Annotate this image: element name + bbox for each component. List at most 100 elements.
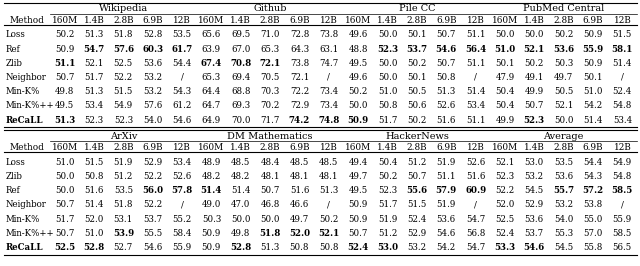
Text: 67.4: 67.4 xyxy=(201,59,222,68)
Text: 49.7: 49.7 xyxy=(349,172,368,181)
Text: 51.7: 51.7 xyxy=(84,73,104,82)
Text: 49.5: 49.5 xyxy=(349,59,368,68)
Text: 53.4: 53.4 xyxy=(466,101,485,110)
Text: /: / xyxy=(621,200,624,209)
Text: 52.3: 52.3 xyxy=(377,44,398,53)
Text: 51.6: 51.6 xyxy=(436,115,456,124)
Text: 1.4B: 1.4B xyxy=(230,143,251,152)
Text: 52.0: 52.0 xyxy=(84,214,104,223)
Text: 48.5: 48.5 xyxy=(290,158,309,167)
Text: 51.2: 51.2 xyxy=(378,229,397,238)
Text: 51.3: 51.3 xyxy=(319,186,339,195)
Text: 52.7: 52.7 xyxy=(114,243,133,252)
Text: 51.3: 51.3 xyxy=(84,30,104,39)
Text: 53.7: 53.7 xyxy=(525,229,544,238)
Text: 12B: 12B xyxy=(467,16,484,25)
Text: Loss: Loss xyxy=(6,158,26,167)
Text: ReCaLL: ReCaLL xyxy=(6,115,44,124)
Text: 51.9: 51.9 xyxy=(378,214,397,223)
Text: 50.6: 50.6 xyxy=(407,101,427,110)
Text: 50.0: 50.0 xyxy=(55,186,74,195)
Text: 53.1: 53.1 xyxy=(114,214,133,223)
Text: 55.8: 55.8 xyxy=(583,243,603,252)
Text: 50.8: 50.8 xyxy=(378,101,397,110)
Text: 52.0: 52.0 xyxy=(289,229,310,238)
Text: 54.8: 54.8 xyxy=(612,101,632,110)
Text: 48.2: 48.2 xyxy=(202,172,221,181)
Text: 52.3: 52.3 xyxy=(84,115,104,124)
Text: 50.1: 50.1 xyxy=(583,73,603,82)
Text: 49.4: 49.4 xyxy=(349,158,368,167)
Text: /: / xyxy=(474,200,477,209)
Text: /: / xyxy=(621,73,624,82)
Text: 50.2: 50.2 xyxy=(407,59,427,68)
Text: 49.9: 49.9 xyxy=(525,87,544,96)
Text: /: / xyxy=(474,73,477,82)
Text: 50.1: 50.1 xyxy=(495,59,515,68)
Text: 51.8: 51.8 xyxy=(114,30,133,39)
Text: 71.7: 71.7 xyxy=(260,115,280,124)
Text: 57.2: 57.2 xyxy=(582,186,604,195)
Text: 2.8B: 2.8B xyxy=(554,143,574,152)
Text: 58.1: 58.1 xyxy=(612,44,633,53)
Text: 71.0: 71.0 xyxy=(260,30,280,39)
Text: 54.7: 54.7 xyxy=(466,214,485,223)
Text: 55.9: 55.9 xyxy=(172,243,192,252)
Text: 50.0: 50.0 xyxy=(55,172,74,181)
Text: 50.5: 50.5 xyxy=(554,87,573,96)
Text: 54.8: 54.8 xyxy=(612,172,632,181)
Text: 49.9: 49.9 xyxy=(495,115,515,124)
Text: 54.2: 54.2 xyxy=(583,101,603,110)
Text: 53.0: 53.0 xyxy=(525,158,544,167)
Text: 60.9: 60.9 xyxy=(465,186,486,195)
Text: 1.4B: 1.4B xyxy=(377,143,398,152)
Text: 51.3: 51.3 xyxy=(54,115,76,124)
Text: 51.4: 51.4 xyxy=(583,115,603,124)
Text: 72.1: 72.1 xyxy=(259,59,281,68)
Text: 69.4: 69.4 xyxy=(231,73,250,82)
Text: /: / xyxy=(180,73,184,82)
Text: 55.3: 55.3 xyxy=(554,229,573,238)
Text: 52.3: 52.3 xyxy=(378,186,397,195)
Text: Zlib: Zlib xyxy=(6,172,23,181)
Text: 51.8: 51.8 xyxy=(114,200,133,209)
Text: 50.9: 50.9 xyxy=(202,229,221,238)
Text: 50.7: 50.7 xyxy=(436,30,456,39)
Text: 48.4: 48.4 xyxy=(260,158,280,167)
Text: 73.4: 73.4 xyxy=(319,87,339,96)
Text: 51.6: 51.6 xyxy=(290,186,309,195)
Text: 55.9: 55.9 xyxy=(612,214,632,223)
Text: 50.2: 50.2 xyxy=(349,87,368,96)
Text: 1.4B: 1.4B xyxy=(377,16,398,25)
Text: 57.6: 57.6 xyxy=(113,44,134,53)
Text: 2.8B: 2.8B xyxy=(260,143,280,152)
Text: 51.3: 51.3 xyxy=(436,87,456,96)
Text: 1.4B: 1.4B xyxy=(524,16,545,25)
Text: 55.2: 55.2 xyxy=(172,214,192,223)
Text: 52.3: 52.3 xyxy=(495,172,515,181)
Text: 73.4: 73.4 xyxy=(319,101,339,110)
Text: 51.9: 51.9 xyxy=(114,158,133,167)
Text: 51.0: 51.0 xyxy=(84,229,104,238)
Text: 52.1: 52.1 xyxy=(84,59,104,68)
Text: 50.2: 50.2 xyxy=(554,30,573,39)
Text: 65.3: 65.3 xyxy=(260,44,280,53)
Text: 54.5: 54.5 xyxy=(525,186,544,195)
Text: 72.8: 72.8 xyxy=(290,30,309,39)
Text: 60.3: 60.3 xyxy=(142,44,163,53)
Text: 160M: 160M xyxy=(492,16,518,25)
Text: 1.4B: 1.4B xyxy=(84,16,104,25)
Text: 50.5: 50.5 xyxy=(407,87,427,96)
Text: 52.6: 52.6 xyxy=(436,101,456,110)
Text: 12B: 12B xyxy=(467,143,484,152)
Text: 47.9: 47.9 xyxy=(495,73,515,82)
Text: Min-K%++: Min-K%++ xyxy=(6,229,54,238)
Text: 50.7: 50.7 xyxy=(260,186,280,195)
Text: 48.1: 48.1 xyxy=(290,172,309,181)
Text: 51.3: 51.3 xyxy=(84,87,104,96)
Text: 2.8B: 2.8B xyxy=(260,16,280,25)
Text: 70.5: 70.5 xyxy=(260,73,280,82)
Text: 50.7: 50.7 xyxy=(436,59,456,68)
Text: 6.9B: 6.9B xyxy=(289,16,310,25)
Text: 48.5: 48.5 xyxy=(231,158,250,167)
